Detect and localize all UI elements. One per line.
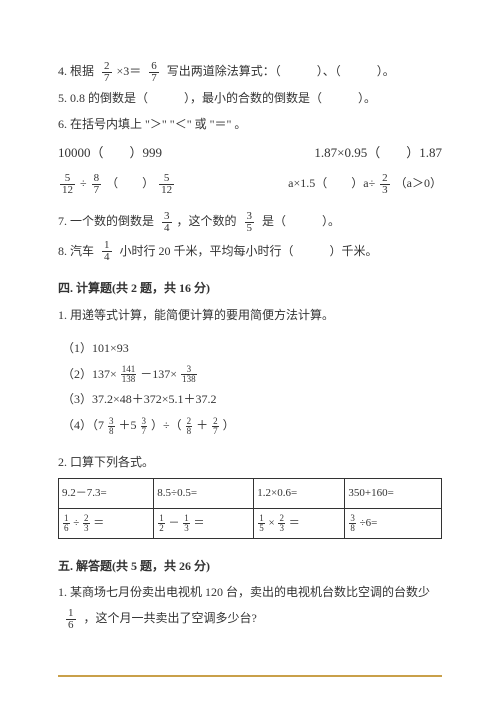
cell: 8.5÷0.5= [154,478,254,508]
footer-rule [58,675,442,677]
calc-table: 9.2－7.3= 8.5÷0.5= 1.2×0.6= 350+160= 16 ÷… [58,478,442,539]
question-4: 4. 根据 27 ×3＝ 67 写出两道除法算式：（ ）、（ ）。 [58,60,442,84]
cell: 38 ÷6= [345,508,442,538]
question-8: 8. 汽车 14 小时行 20 千米，平均每小时行（ ）千米。 [58,240,442,264]
q6-r2-a: 512 ÷ 87 （ ） 512 [58,172,176,196]
q6-compare-row-2: 512 ÷ 87 （ ） 512 a×1.5（ ）a÷ 23 （a＞0） [58,172,442,196]
cell: 12 － 13 ＝ [154,508,254,538]
question-6: 6. 在括号内填上 "＞" "＜" 或 "＝" 。 [58,113,442,136]
sec4-q1: 1. 用递等式计算，能简便计算的要用简便方法计算。 [58,304,442,327]
sec4-q2: 2. 口算下列各式。 [58,451,442,474]
section-5-title: 五. 解答题(共 5 题，共 26 分) [58,555,442,578]
cell: 9.2－7.3= [59,478,154,508]
q4-prefix: 4. 根据 [58,64,94,78]
fraction: 27 [102,61,112,84]
q6-r1-a: 10000（ ）999 [58,141,162,166]
table-row: 16 ÷ 23 ＝ 12 － 13 ＝ 15 × 23 ＝ 38 ÷6= [59,508,442,538]
q4-mul: ×3＝ [117,64,142,78]
item-2: （2）137× 141138 －137× 3138 [62,363,442,386]
sec5-q1-line1: 1. 某商场七月份卖出电视机 120 台，卖出的电视机台数比空调的台数少 [58,581,442,604]
q6-compare-row-1: 10000（ ）999 1.87×0.95（ ）1.87 [58,141,442,166]
table-row: 9.2－7.3= 8.5÷0.5= 1.2×0.6= 350+160= [59,478,442,508]
item-3: （3）37.2×48＋372×5.1＋37.2 [62,388,442,411]
cell: 350+160= [345,478,442,508]
question-7: 7. 一个数的倒数是 34 ，这个数的 35 是（ ）。 [58,210,442,234]
q6-r2-b: a×1.5（ ）a÷ 23 （a＞0） [288,172,442,196]
page: 4. 根据 27 ×3＝ 67 写出两道除法算式：（ ）、（ ）。 5. 0.8… [0,0,500,707]
cell: 15 × 23 ＝ [254,508,345,538]
q6-r1-b: 1.87×0.95（ ）1.87 [314,141,442,166]
cell: 1.2×0.6= [254,478,345,508]
q4-tail: 写出两道除法算式：（ ）、（ ）。 [167,64,395,78]
fraction: 67 [149,61,159,84]
cell: 16 ÷ 23 ＝ [59,508,154,538]
item-4: （4）（7 38 ＋5 37 ）÷（ 28 ＋ 27 ） [62,414,442,437]
item-1: （1）101×93 [62,337,442,360]
section-4-title: 四. 计算题(共 2 题，共 16 分) [58,277,442,300]
sec5-q1-line2: 16 ，这个月一共卖出了空调多少台? [58,607,442,631]
question-5: 5. 0.8 的倒数是（ ），最小的合数的倒数是（ ）。 [58,87,442,110]
sec4-items: （1）101×93 （2）137× 141138 －137× 3138 （3）3… [58,337,442,437]
